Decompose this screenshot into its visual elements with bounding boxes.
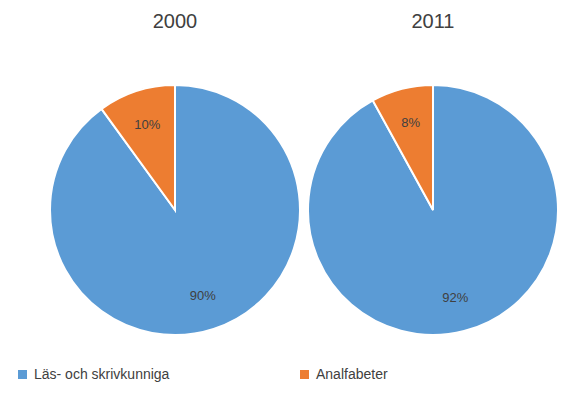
html-text:Läs- och skrivkunniga: Läs- och skrivkunniga — [34, 366, 170, 382]
html-text:Analfabeter: Analfabeter — [316, 366, 388, 382]
svg-text:90%: 90% — [190, 288, 216, 303]
svg-text:92%: 92% — [442, 290, 468, 305]
svg-text:8%: 8% — [401, 115, 420, 130]
svg-text:10%: 10% — [134, 117, 160, 132]
html-text:2000: 2000 — [152, 10, 198, 32]
html-text:2011: 2011 — [411, 10, 455, 32]
